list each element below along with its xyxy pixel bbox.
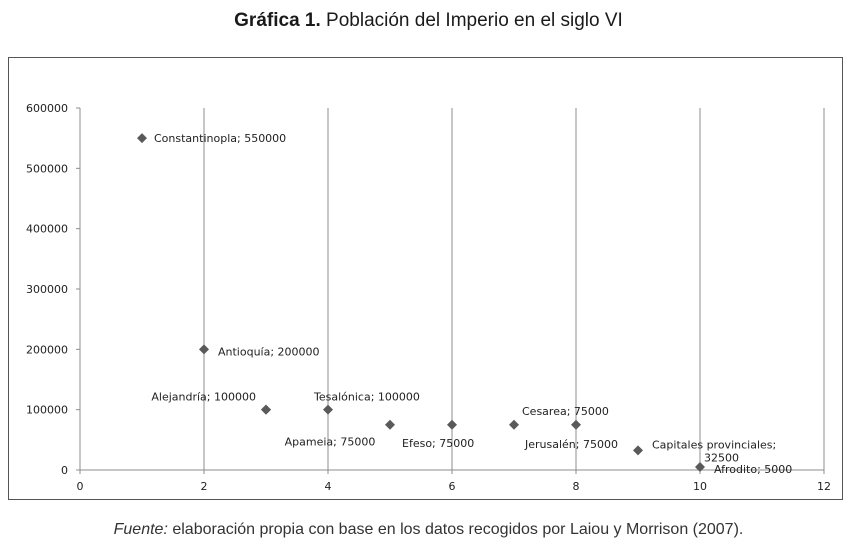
scatter-chart: 0 100000 200000 300000 400000 500000 600000 0 2 4… bbox=[26, 102, 831, 493]
x-tick-label-10: 10 bbox=[693, 480, 707, 493]
data-label-3: Alejandría; 100000 bbox=[151, 391, 256, 404]
data-label-9: Jerusalén; 75000 bbox=[524, 438, 618, 451]
x-tick-label-6: 6 bbox=[449, 480, 456, 493]
source-prefix: Fuente: bbox=[113, 521, 168, 538]
data-point-10 bbox=[633, 445, 643, 456]
x-tick-label-4: 4 bbox=[325, 480, 332, 493]
chart-title-prefix: Gráfica 1. bbox=[234, 10, 321, 31]
y-tick-label-300000: 300000 bbox=[26, 283, 68, 296]
source-text: elaboración propia con base en los datos… bbox=[172, 521, 744, 538]
data-label-8: Cesarea; 75000 bbox=[522, 405, 609, 418]
data-point-8 bbox=[509, 419, 519, 430]
data-point-6 bbox=[385, 419, 395, 430]
data-point-7 bbox=[447, 419, 457, 430]
data-point-4 bbox=[261, 404, 271, 415]
x-tick-label-12: 12 bbox=[817, 480, 831, 493]
data-label-5: Tesalónica; 100000 bbox=[313, 391, 420, 404]
y-tick-label-100000: 100000 bbox=[26, 404, 68, 417]
x-tick-label-8: 8 bbox=[573, 480, 580, 493]
source-note: Fuente: elaboración propia con base en l… bbox=[0, 521, 857, 539]
data-label-7: Efeso; 75000 bbox=[402, 437, 474, 450]
chart-frame: 0 100000 200000 300000 400000 500000 600000 0 2 4… bbox=[8, 57, 843, 500]
y-tick-label-500000: 500000 bbox=[26, 162, 68, 175]
data-label-4: Apameia; 75000 bbox=[285, 436, 376, 449]
data-point-2 bbox=[199, 344, 209, 355]
chart-title-text: Población del Imperio en el siglo VI bbox=[326, 10, 623, 31]
data-point-9 bbox=[571, 419, 581, 430]
data-label-11: Afrodito; 5000 bbox=[714, 463, 792, 476]
x-tick-label-2: 2 bbox=[201, 480, 208, 493]
data-label-10: Capitales provinciales; 32500 bbox=[652, 438, 776, 464]
data-point-11 bbox=[695, 461, 705, 472]
y-tick-label-0: 0 bbox=[61, 464, 68, 477]
data-point-5 bbox=[323, 404, 333, 415]
y-tick-label-400000: 400000 bbox=[26, 223, 68, 236]
y-tick-label-600000: 600000 bbox=[26, 102, 68, 115]
data-point-1 bbox=[137, 133, 147, 144]
x-tick-label-0: 0 bbox=[77, 480, 84, 493]
chart-title: Gráfica 1. Población del Imperio en el s… bbox=[0, 10, 857, 32]
y-tick-label-200000: 200000 bbox=[26, 343, 68, 356]
data-label-1: Constantinopla; 550000 bbox=[154, 132, 286, 145]
data-label-2: Antioquía; 200000 bbox=[218, 345, 320, 358]
